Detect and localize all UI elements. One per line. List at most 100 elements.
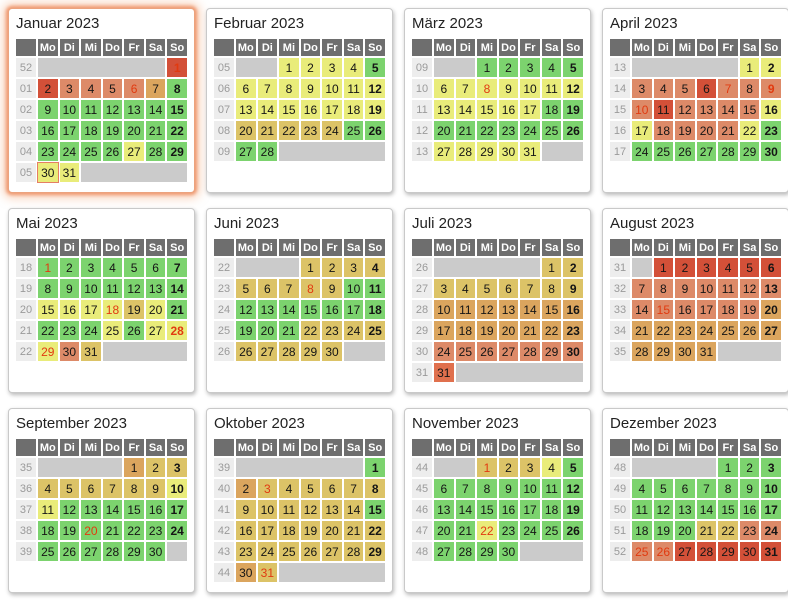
day-cell-11[interactable]: 11 (38, 500, 58, 519)
day-cell-6[interactable]: 6 (434, 479, 454, 498)
day-cell-17[interactable]: 17 (632, 121, 652, 140)
day-cell-16[interactable]: 16 (739, 500, 760, 519)
day-cell-21[interactable]: 21 (632, 321, 652, 340)
day-cell-26[interactable]: 26 (102, 142, 123, 161)
day-cell-30[interactable]: 30 (38, 163, 58, 182)
day-cell-16[interactable]: 16 (38, 121, 58, 140)
day-cell-12[interactable]: 12 (365, 79, 385, 98)
day-cell-29[interactable]: 29 (477, 142, 497, 161)
day-cell-4[interactable]: 4 (38, 479, 58, 498)
day-cell-13[interactable]: 13 (124, 100, 144, 119)
day-cell-26[interactable]: 26 (653, 542, 674, 561)
day-cell-3[interactable]: 3 (322, 58, 342, 77)
day-cell-1[interactable]: 1 (653, 258, 674, 277)
day-cell-12[interactable]: 12 (739, 279, 760, 298)
day-cell-6[interactable]: 6 (124, 79, 144, 98)
day-cell-30[interactable]: 30 (739, 542, 760, 561)
day-cell-28[interactable]: 28 (455, 142, 476, 161)
day-cell-1[interactable]: 1 (300, 258, 321, 277)
day-cell-6[interactable]: 6 (322, 479, 342, 498)
day-cell-6[interactable]: 6 (498, 279, 519, 298)
day-cell-23[interactable]: 23 (300, 121, 321, 140)
day-cell-15[interactable]: 15 (739, 100, 760, 119)
day-cell-1[interactable]: 1 (541, 258, 562, 277)
day-cell-27[interactable]: 27 (322, 542, 342, 561)
day-cell-22[interactable]: 22 (739, 121, 760, 140)
day-cell-21[interactable]: 21 (167, 300, 187, 319)
day-cell-20[interactable]: 20 (257, 321, 278, 340)
day-cell-9[interactable]: 9 (739, 479, 760, 498)
day-cell-17[interactable]: 17 (81, 300, 101, 319)
day-cell-14[interactable]: 14 (343, 500, 364, 519)
day-cell-2[interactable]: 2 (761, 58, 781, 77)
day-cell-21[interactable]: 21 (718, 121, 738, 140)
day-cell-27[interactable]: 27 (696, 142, 717, 161)
day-cell-14[interactable]: 14 (455, 500, 476, 519)
day-cell-23[interactable]: 23 (322, 321, 342, 340)
day-cell-20[interactable]: 20 (761, 300, 781, 319)
day-cell-20[interactable]: 20 (675, 521, 695, 540)
day-cell-28[interactable]: 28 (520, 342, 540, 361)
day-cell-26[interactable]: 26 (365, 121, 385, 140)
day-cell-30[interactable]: 30 (563, 342, 583, 361)
day-cell-16[interactable]: 16 (563, 300, 583, 319)
day-cell-25[interactable]: 25 (718, 321, 738, 340)
day-cell-12[interactable]: 12 (300, 500, 321, 519)
day-cell-7[interactable]: 7 (455, 79, 476, 98)
day-cell-17[interactable]: 17 (696, 300, 717, 319)
day-cell-20[interactable]: 20 (434, 521, 454, 540)
day-cell-6[interactable]: 6 (257, 279, 278, 298)
day-cell-22[interactable]: 22 (279, 121, 299, 140)
day-cell-11[interactable]: 11 (541, 79, 562, 98)
day-cell-28[interactable]: 28 (455, 542, 476, 561)
day-cell-21[interactable]: 21 (455, 521, 476, 540)
day-cell-24[interactable]: 24 (81, 321, 101, 340)
day-cell-9[interactable]: 9 (675, 279, 695, 298)
day-cell-11[interactable]: 11 (279, 500, 299, 519)
day-cell-10[interactable]: 10 (59, 100, 80, 119)
day-cell-13[interactable]: 13 (498, 300, 519, 319)
day-cell-20[interactable]: 20 (236, 121, 256, 140)
day-cell-31[interactable]: 31 (257, 563, 278, 582)
day-cell-18[interactable]: 18 (365, 300, 385, 319)
day-cell-20[interactable]: 20 (498, 321, 519, 340)
day-cell-21[interactable]: 21 (257, 121, 278, 140)
day-cell-23[interactable]: 23 (59, 321, 80, 340)
day-cell-7[interactable]: 7 (102, 479, 123, 498)
day-cell-10[interactable]: 10 (434, 300, 454, 319)
day-cell-9[interactable]: 9 (38, 100, 58, 119)
day-cell-16[interactable]: 16 (498, 100, 519, 119)
day-cell-5[interactable]: 5 (477, 279, 497, 298)
day-cell-8[interactable]: 8 (653, 279, 674, 298)
day-cell-27[interactable]: 27 (81, 542, 101, 561)
day-cell-2[interactable]: 2 (38, 79, 58, 98)
day-cell-2[interactable]: 2 (739, 458, 760, 477)
day-cell-12[interactable]: 12 (236, 300, 256, 319)
day-cell-14[interactable]: 14 (279, 300, 299, 319)
day-cell-12[interactable]: 12 (124, 279, 144, 298)
day-cell-27[interactable]: 27 (236, 142, 256, 161)
day-cell-30[interactable]: 30 (322, 342, 342, 361)
day-cell-16[interactable]: 16 (59, 300, 80, 319)
day-cell-14[interactable]: 14 (167, 279, 187, 298)
day-cell-13[interactable]: 13 (434, 500, 454, 519)
day-cell-7[interactable]: 7 (257, 79, 278, 98)
day-cell-12[interactable]: 12 (653, 500, 674, 519)
day-cell-2[interactable]: 2 (498, 58, 519, 77)
day-cell-26[interactable]: 26 (59, 542, 80, 561)
day-cell-28[interactable]: 28 (343, 542, 364, 561)
day-cell-15[interactable]: 15 (365, 500, 385, 519)
day-cell-30[interactable]: 30 (236, 563, 256, 582)
day-cell-8[interactable]: 8 (167, 79, 187, 98)
day-cell-7[interactable]: 7 (718, 79, 738, 98)
day-cell-20[interactable]: 20 (124, 121, 144, 140)
day-cell-1[interactable]: 1 (477, 58, 497, 77)
day-cell-2[interactable]: 2 (563, 258, 583, 277)
day-cell-30[interactable]: 30 (761, 142, 781, 161)
day-cell-2[interactable]: 2 (145, 458, 166, 477)
day-cell-9[interactable]: 9 (236, 500, 256, 519)
day-cell-7[interactable]: 7 (520, 279, 540, 298)
day-cell-8[interactable]: 8 (124, 479, 144, 498)
day-cell-5[interactable]: 5 (563, 458, 583, 477)
day-cell-24[interactable]: 24 (257, 542, 278, 561)
